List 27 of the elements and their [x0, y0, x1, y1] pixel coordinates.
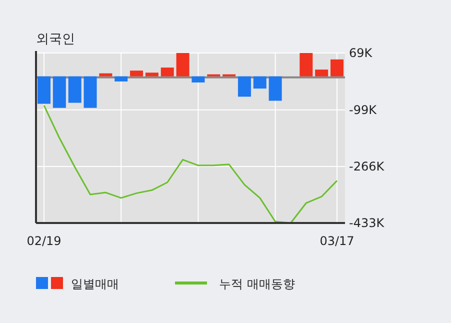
- bar: [38, 76, 50, 104]
- y-tick-label: -99K: [349, 102, 378, 117]
- x-tick-label: 03/17: [320, 234, 354, 248]
- bar: [114, 76, 128, 82]
- y-tick-label: -266K: [349, 159, 386, 174]
- chart-title: 외국인: [36, 32, 75, 47]
- bar: [160, 68, 174, 76]
- bar: [52, 76, 66, 108]
- bar: [68, 76, 82, 103]
- line-series: [43, 104, 338, 224]
- bar: [268, 76, 282, 101]
- bar: [330, 59, 344, 76]
- bar: [253, 76, 266, 89]
- bar: [300, 53, 313, 76]
- legend-label: 일별매매: [71, 277, 119, 291]
- legend-label: 누적 매매동향: [219, 277, 295, 291]
- y-tick-label: -433K: [349, 216, 386, 230]
- bar: [84, 76, 97, 108]
- x-tick-label: 02/19: [26, 234, 62, 248]
- bar: [145, 72, 158, 76]
- bar: [238, 76, 251, 97]
- y-tick-label: 69K: [349, 46, 374, 60]
- bar: [99, 73, 112, 76]
- bar: [176, 53, 190, 76]
- bar: [130, 70, 144, 76]
- bar: [192, 76, 205, 82]
- bar: [315, 70, 328, 76]
